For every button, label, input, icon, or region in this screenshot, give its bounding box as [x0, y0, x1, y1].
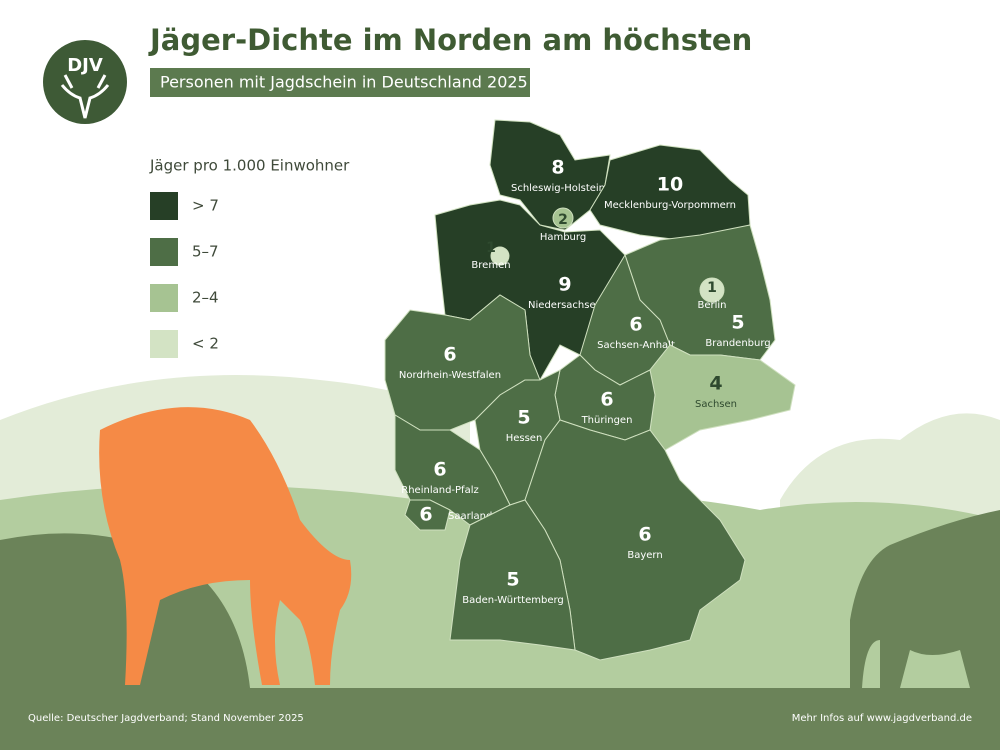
- state-area: [649, 344, 796, 451]
- state-value: 2: [558, 212, 568, 228]
- state-area: [404, 499, 451, 531]
- legend: > 7 5–7 2–4 < 2: [150, 192, 219, 358]
- legend-swatch: [150, 238, 178, 266]
- legend-swatch: [150, 284, 178, 312]
- state-value: 8: [551, 157, 564, 179]
- source: Quelle: Deutscher Jagdverband; Stand Nov…: [28, 713, 304, 724]
- state-name: Hessen: [506, 433, 543, 444]
- state-value: 6: [419, 504, 432, 526]
- logo: DJV: [43, 40, 127, 124]
- state-name: Baden-Württemberg: [462, 595, 564, 606]
- state-value: 6: [600, 389, 613, 411]
- state-value: 5: [506, 569, 519, 591]
- map: 8 Schleswig-Holstein 10 Mecklenburg-Vorpomm…: [384, 119, 796, 661]
- state-name: Berlin: [697, 300, 726, 311]
- legend-swatch: [150, 192, 178, 220]
- state-area: [449, 499, 576, 651]
- legend-label: > 7: [192, 197, 219, 215]
- state-value: 6: [443, 344, 456, 366]
- state-name: Brandenburg: [705, 338, 770, 349]
- city-state-area: [552, 207, 574, 229]
- state-value: 9: [558, 274, 571, 296]
- state-name: Nordrhein-Westfalen: [399, 370, 501, 381]
- title: Jäger-Dichte im Norden am höchsten: [148, 23, 752, 57]
- state-name: Rheinland-Pfalz: [401, 485, 478, 496]
- state-value: 1: [486, 240, 496, 256]
- state-value: 6: [638, 524, 651, 546]
- legend-label: < 2: [192, 335, 219, 353]
- state-value: 10: [657, 174, 683, 196]
- state-name: Thüringen: [581, 415, 633, 426]
- state-name: Bayern: [627, 550, 662, 561]
- state-name: Schleswig-Holstein: [511, 183, 605, 194]
- state-name: Mecklenburg-Vorpommern: [604, 200, 736, 211]
- legend-title: Jäger pro 1.000 Einwohner: [149, 157, 350, 175]
- background: [0, 375, 1000, 750]
- legend-label: 5–7: [192, 243, 219, 261]
- subtitle: Personen mit Jagdschein in Deutschland 2…: [160, 73, 528, 92]
- city-state-area: [699, 277, 725, 303]
- legend-swatch: [150, 330, 178, 358]
- legend-label: 2–4: [192, 289, 219, 307]
- state-value: 6: [433, 459, 446, 481]
- logo-text: DJV: [67, 55, 103, 76]
- link[interactable]: Mehr Infos auf www.jagdverband.de: [792, 713, 972, 724]
- state-value: 1: [707, 280, 717, 296]
- state-name: Sachsen-Anhalt: [597, 340, 675, 351]
- state-value: 4: [709, 373, 722, 395]
- state-name: Bremen: [471, 260, 510, 271]
- city-state-area: [490, 246, 510, 266]
- subtitle-box: [150, 68, 530, 97]
- state-value: 5: [517, 407, 530, 429]
- state-name: Niedersachsen: [528, 300, 602, 311]
- state-value: 6: [629, 314, 642, 336]
- state-name: Saarland: [448, 511, 492, 522]
- state-value: 5: [731, 312, 744, 334]
- state-name: Sachsen: [695, 399, 737, 410]
- state-name: Hamburg: [540, 232, 586, 243]
